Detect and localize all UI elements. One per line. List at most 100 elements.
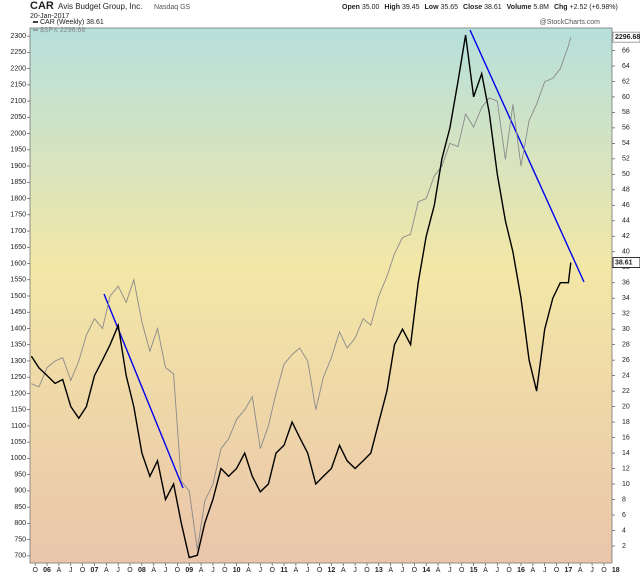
x-tick-label: J xyxy=(543,567,547,574)
y-tick-label: 950 xyxy=(14,471,26,478)
quote-label: Low xyxy=(425,4,440,11)
y2-tick-label: 58 xyxy=(622,109,630,116)
y-tick-label: 1400 xyxy=(10,325,26,332)
x-tick-label: O xyxy=(506,567,512,574)
y-tick-label: 1800 xyxy=(10,195,26,202)
y-tick-label: 1550 xyxy=(10,277,26,284)
x-tick-label: 11 xyxy=(280,567,288,574)
x-tick-label: J xyxy=(116,567,120,574)
x-tick-label: 07 xyxy=(91,567,99,574)
y-tick-label: 750 xyxy=(14,536,26,543)
x-tick-label: O xyxy=(32,567,38,574)
quote-value: 38.61 xyxy=(484,4,502,11)
x-tick-label: 10 xyxy=(233,567,241,574)
x-tick-label: A xyxy=(483,567,488,574)
y2-tick-label: 2 xyxy=(622,543,626,550)
x-tick-label: A xyxy=(151,567,156,574)
y2-tick-label: 46 xyxy=(622,202,630,209)
x-tick-label: 13 xyxy=(375,567,383,574)
trendline xyxy=(469,29,585,283)
y-tick-label: 1650 xyxy=(10,244,26,251)
x-tick-label: J xyxy=(448,567,452,574)
x-tick-label: J xyxy=(259,567,263,574)
y-tick-label: 1300 xyxy=(10,358,26,365)
y2-tick-label: 34 xyxy=(622,295,630,302)
x-tick-label: A xyxy=(388,567,393,574)
quote-value: 39.45 xyxy=(402,4,420,11)
y2-tick-label: 18 xyxy=(622,419,630,426)
y2-tick-label: 10 xyxy=(622,481,630,488)
quote-label: High xyxy=(384,4,400,11)
x-tick-label: O xyxy=(317,567,323,574)
y-tick-label: 1200 xyxy=(10,390,26,397)
x-tick-label: A xyxy=(246,567,251,574)
y-tick-label: 1350 xyxy=(10,342,26,349)
last-value-label: 2296.68 xyxy=(615,34,640,41)
x-tick-label: 06 xyxy=(43,567,51,574)
y-tick-label: 1450 xyxy=(10,309,26,316)
x-tick-label: A xyxy=(578,567,583,574)
x-tick-label: O xyxy=(412,567,418,574)
x-tick-label: A xyxy=(436,567,441,574)
x-tick-label: O xyxy=(269,567,275,574)
quote-value: 35.00 xyxy=(362,4,380,11)
x-tick-label: O xyxy=(80,567,86,574)
y-tick-label: 2250 xyxy=(10,49,26,56)
quote-value: 35.65 xyxy=(441,4,459,11)
y-tick-label: 2300 xyxy=(10,33,26,40)
x-tick-label: O xyxy=(222,567,228,574)
quote-label: Volume xyxy=(507,4,532,11)
y2-tick-label: 32 xyxy=(622,311,630,318)
y2-tick-label: 24 xyxy=(622,372,630,379)
y-tick-label: 1050 xyxy=(10,439,26,446)
y-tick-label: 800 xyxy=(14,520,26,527)
y-tick-label: 1900 xyxy=(10,163,26,170)
y2-tick-label: 56 xyxy=(622,125,630,132)
y2-tick-label: 50 xyxy=(622,171,630,178)
quote-label: Chg xyxy=(554,4,568,11)
x-tick-label: 15 xyxy=(470,567,478,574)
source: @StockCharts.com xyxy=(540,19,601,26)
legend-value: 38.61 xyxy=(86,19,104,26)
x-tick-label: J xyxy=(496,567,500,574)
y-tick-label: 1850 xyxy=(10,179,26,186)
company: Avis Budget Group, Inc. xyxy=(58,2,142,11)
y2-tick-label: 64 xyxy=(622,63,630,70)
series-line xyxy=(30,34,572,559)
x-tick-label: O xyxy=(601,567,607,574)
quote-label: Open xyxy=(342,4,360,11)
x-tick-label: J xyxy=(353,567,357,574)
x-tick-label: 16 xyxy=(517,567,525,574)
y-tick-label: 2050 xyxy=(10,114,26,121)
date: 20-Jan-2017 xyxy=(30,13,69,20)
quote: Open 35.00 High 39.45 Low 35.65 Close 38.61 Volu… xyxy=(342,4,618,11)
y2-tick-label: 66 xyxy=(622,47,630,54)
x-tick-label: J xyxy=(306,567,310,574)
x-tick-label: J xyxy=(401,567,405,574)
y2-tick-label: 14 xyxy=(622,450,630,457)
x-tick-label: 17 xyxy=(564,567,572,574)
y-tick-label: 700 xyxy=(14,553,26,560)
x-tick-label: 12 xyxy=(328,567,336,574)
y-tick-label: 900 xyxy=(14,488,26,495)
x-tick-label: A xyxy=(104,567,109,574)
y-tick-label: 1950 xyxy=(10,147,26,154)
x-tick-label: A xyxy=(57,567,62,574)
x-tick-label: J xyxy=(590,567,594,574)
y-tick-label: 2100 xyxy=(10,98,26,105)
quote-value: +2.52 (+6.98%) xyxy=(570,4,618,11)
y-tick-label: 850 xyxy=(14,504,26,511)
y2-tick-label: 20 xyxy=(622,403,630,410)
last-value-box xyxy=(612,31,640,43)
legend-name: $SPX xyxy=(40,27,58,34)
y-tick-label: 2150 xyxy=(10,82,26,89)
y-tick-label: 2000 xyxy=(10,130,26,137)
y2-tick-label: 48 xyxy=(622,187,630,194)
y2-tick-label: 8 xyxy=(622,496,626,503)
x-tick-label: O xyxy=(127,567,133,574)
y-tick-label: 1150 xyxy=(11,407,26,414)
x-tick-label: 14 xyxy=(422,567,430,574)
x-tick-label: J xyxy=(69,567,73,574)
plot-area xyxy=(29,27,613,564)
